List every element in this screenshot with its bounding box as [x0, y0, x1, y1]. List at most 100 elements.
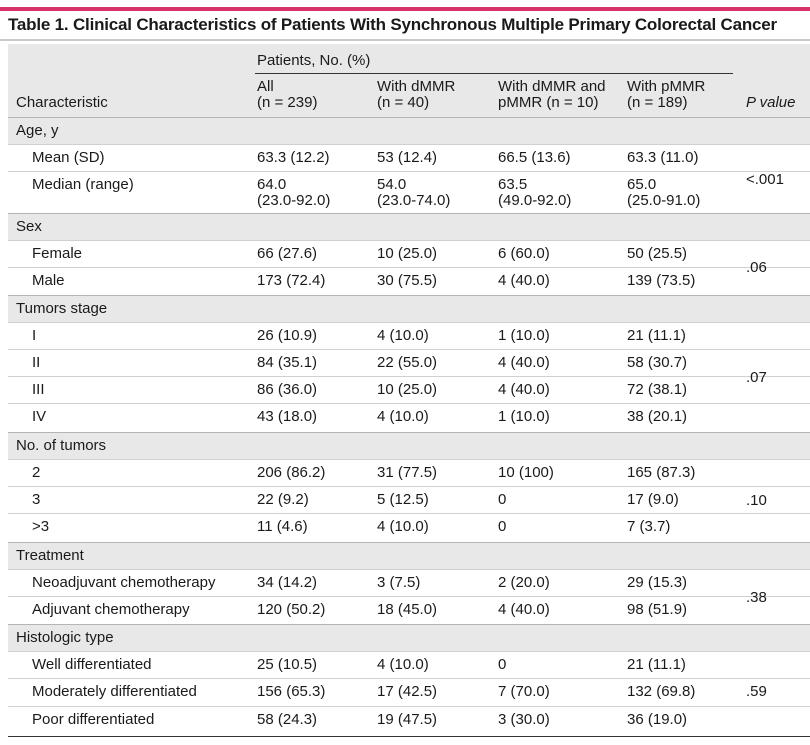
table-row: Moderately differentiated 156 (65.3) 17 … — [8, 678, 810, 707]
cell-dmmr-pmmr: 4 (40.0) — [498, 381, 550, 398]
table-bottom-rule — [8, 736, 810, 737]
cell-all: 63.3 (12.2) — [257, 149, 330, 166]
table-row: >3 11 (4.6) 4 (10.0) 0 7 (3.7) — [8, 513, 810, 543]
cell-all: 34 (14.2) — [257, 574, 318, 591]
cell-dmmr-pmmr: 7 (70.0) — [498, 683, 550, 700]
cell-pmmr: 165 (87.3) — [627, 464, 696, 481]
col-dmmr-header-line1: With dMMR — [377, 78, 456, 95]
category-row-stage: Tumors stage — [8, 295, 810, 323]
category-row-tumors: No. of tumors — [8, 432, 810, 460]
row-label: 2 — [32, 464, 41, 481]
table-row: Male 173 (72.4) 30 (75.5) 4 (40.0) 139 (… — [8, 267, 810, 295]
cell-all: 86 (36.0) — [257, 381, 318, 398]
category-row-age: Age, y — [8, 117, 810, 145]
cell-pmmr: 21 (11.1) — [627, 656, 686, 673]
row-label: Adjuvant chemotherapy — [32, 601, 190, 618]
row-label: Median (range) — [32, 176, 134, 193]
category-label: No. of tumors — [16, 437, 107, 454]
table-row: 2 206 (86.2) 31 (77.5) 10 (100) 165 (87.… — [8, 459, 810, 487]
cell-all: 26 (10.9) — [257, 327, 318, 344]
cell-pmmr: 65.0 — [627, 176, 657, 193]
table-row: Adjuvant chemotherapy 120 (50.2) 18 (45.… — [8, 596, 810, 625]
row-label: III — [32, 381, 45, 398]
cell-dmmr: 4 (10.0) — [377, 408, 429, 425]
cell-all: 11 (4.6) — [257, 518, 308, 535]
cell-dmmr: 4 (10.0) — [377, 327, 429, 344]
cell-all-range: (23.0-92.0) — [257, 192, 331, 209]
cell-dmmr-pmmr: 1 (10.0) — [498, 327, 550, 344]
cell-dmmr: 17 (42.5) — [377, 683, 438, 700]
col-all-header-line2: (n = 239) — [257, 94, 318, 111]
cell-dmmr-pmmr: 0 — [498, 518, 507, 535]
patients-group-header: Patients, No. (%) — [257, 52, 371, 69]
title-divider — [0, 39, 810, 41]
table-row: Neoadjuvant chemotherapy 34 (14.2) 3 (7.… — [8, 569, 810, 597]
table-title: Table 1. Clinical Characteristics of Pat… — [8, 15, 777, 34]
cell-dmmr: 10 (25.0) — [377, 381, 438, 398]
category-label: Sex — [16, 218, 42, 235]
row-label: Male — [32, 272, 65, 289]
row-label: I — [32, 327, 37, 344]
col-pmmr-header-line2: (n = 189) — [627, 94, 688, 111]
category-row-treatment: Treatment — [8, 542, 810, 570]
cell-dmmr-pmmr: 4 (40.0) — [498, 601, 550, 618]
cell-pmmr: 72 (38.1) — [627, 381, 688, 398]
cell-dmmr-pmmr: 66.5 (13.6) — [498, 149, 571, 166]
row-label: Female — [32, 245, 83, 262]
cell-dmmr: 54.0 — [377, 176, 407, 193]
table-row: Female 66 (27.6) 10 (25.0) 6 (60.0) 50 (… — [8, 240, 810, 268]
cell-pmmr: 29 (15.3) — [627, 574, 688, 591]
col-dmmr-header-line2: (n = 40) — [377, 94, 430, 111]
cell-dmmr-pmmr: 63.5 — [498, 176, 528, 193]
cell-all: 64.0 — [257, 176, 287, 193]
cell-pmmr: 21 (11.1) — [627, 327, 686, 344]
table-row: I 26 (10.9) 4 (10.0) 1 (10.0) 21 (11.1) — [8, 322, 810, 350]
row-label: >3 — [32, 518, 50, 535]
table-row: Mean (SD) 63.3 (12.2) 53 (12.4) 66.5 (13… — [8, 144, 810, 172]
cell-dmmr: 18 (45.0) — [377, 601, 438, 618]
col-characteristic-header: Characteristic — [16, 94, 108, 111]
cell-dmmr: 19 (47.5) — [377, 711, 438, 728]
cell-dmmr-range: (23.0-74.0) — [377, 192, 451, 209]
cell-dmmr-pmmr: 3 (30.0) — [498, 711, 550, 728]
patients-group-rule — [255, 73, 733, 74]
cell-dmmr-pmmr: 2 (20.0) — [498, 574, 550, 591]
category-row-histologic: Histologic type — [8, 624, 810, 652]
cell-pmmr: 63.3 (11.0) — [627, 149, 699, 166]
cell-dmmr-pmmr: 6 (60.0) — [498, 245, 550, 262]
cell-pmmr: 139 (73.5) — [627, 272, 696, 289]
cell-dmmr: 53 (12.4) — [377, 149, 438, 166]
cell-pmmr: 50 (25.5) — [627, 245, 688, 262]
row-label: Neoadjuvant chemotherapy — [32, 574, 216, 591]
pvalue-histologic: .59 — [746, 683, 767, 700]
table-row: Poor differentiated 58 (24.3) 19 (47.5) … — [8, 706, 810, 737]
cell-all: 173 (72.4) — [257, 272, 326, 289]
row-label: 3 — [32, 491, 41, 508]
table-row: III 86 (36.0) 10 (25.0) 4 (40.0) 72 (38.… — [8, 376, 810, 404]
cell-pmmr: 58 (30.7) — [627, 354, 688, 371]
col-pmmr-header-line1: With pMMR — [627, 78, 706, 95]
cell-dmmr: 5 (12.5) — [377, 491, 429, 508]
row-label: IV — [32, 408, 47, 425]
col-all-header-line1: All — [257, 78, 274, 95]
cell-dmmr: 3 (7.5) — [377, 574, 421, 591]
cell-all: 58 (24.3) — [257, 711, 318, 728]
cell-dmmr: 30 (75.5) — [377, 272, 438, 289]
cell-pmmr: 7 (3.7) — [627, 518, 671, 535]
table-row: Median (range) 64.0 (23.0-92.0) 54.0 (23… — [8, 171, 810, 214]
cell-pmmr: 132 (69.8) — [627, 683, 696, 700]
cell-dmmr-pmmr: 0 — [498, 656, 507, 673]
cell-all: 25 (10.5) — [257, 656, 318, 673]
cell-all: 22 (9.2) — [257, 491, 309, 508]
category-label: Histologic type — [16, 629, 114, 646]
pvalue-tumors: .10 — [746, 492, 767, 509]
cell-dmmr-pmmr: 10 (100) — [498, 464, 554, 481]
cell-dmmr: 31 (77.5) — [377, 464, 438, 481]
table-row: II 84 (35.1) 22 (55.0) 4 (40.0) 58 (30.7… — [8, 349, 810, 377]
cell-all: 84 (35.1) — [257, 354, 318, 371]
cell-dmmr-pmmr: 1 (10.0) — [498, 408, 550, 425]
cell-dmmr: 4 (10.0) — [377, 656, 429, 673]
cell-all: 43 (18.0) — [257, 408, 318, 425]
category-label: Treatment — [16, 547, 84, 564]
cell-dmmr-pmmr: 4 (40.0) — [498, 272, 550, 289]
